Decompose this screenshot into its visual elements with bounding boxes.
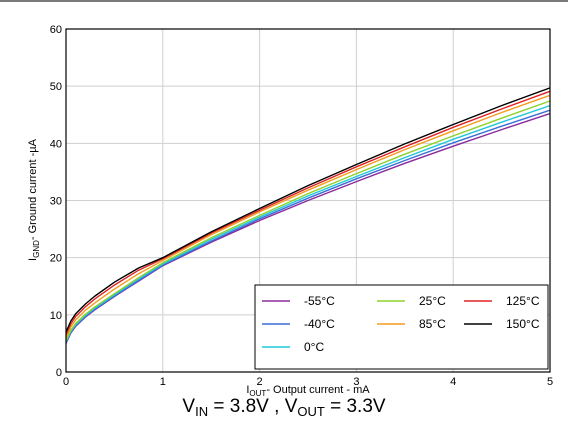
x-tick-label: 4 bbox=[450, 376, 456, 388]
series-line bbox=[65, 90, 551, 336]
y-tick-label: 30 bbox=[50, 196, 62, 208]
legend-label: 150°C bbox=[506, 317, 540, 331]
x-tick-label: 2 bbox=[257, 376, 263, 388]
y-tick-label: 0 bbox=[56, 367, 62, 379]
legend-label: 125°C bbox=[506, 294, 540, 308]
x-tick-label: 0 bbox=[63, 376, 69, 388]
x-tick-label: 1 bbox=[160, 376, 166, 388]
series-line bbox=[65, 94, 551, 338]
x-tick-labels: 0 1 2 3 4 5 bbox=[63, 376, 553, 388]
y-tick-label: 60 bbox=[50, 24, 62, 36]
series-line bbox=[65, 104, 551, 342]
x-axis-title: IOUT- Output current - mA bbox=[246, 384, 370, 398]
ground-current-chart: 0 1 2 3 4 5 0 10 20 30 40 50 60 IOUT- Output curren… bbox=[27, 24, 553, 398]
y-tick-label: 10 bbox=[50, 310, 62, 322]
y-tick-label: 20 bbox=[50, 253, 62, 265]
legend-label: 25°C bbox=[419, 294, 446, 308]
legend-label: 85°C bbox=[419, 317, 446, 331]
x-tick-label: 5 bbox=[547, 376, 553, 388]
series-line bbox=[65, 100, 551, 341]
y-tick-label: 50 bbox=[50, 81, 62, 93]
series-line bbox=[65, 109, 551, 344]
series-line bbox=[65, 87, 551, 333]
legend-box bbox=[254, 284, 549, 370]
y-axis-title: IGND- Ground current -µA bbox=[27, 138, 41, 261]
top-rule bbox=[0, 0, 568, 2]
legend: -55°C -40°C 0°C 25°C 85°C 125°C 150°C bbox=[254, 284, 549, 370]
series-lines bbox=[65, 87, 551, 344]
legend-label: 0°C bbox=[304, 340, 324, 354]
test-conditions-caption: VIN = 3.8V , VOUT = 3.3V bbox=[182, 396, 386, 419]
y-tick-label: 40 bbox=[50, 138, 62, 150]
legend-label: -40°C bbox=[304, 317, 335, 331]
y-tick-labels: 0 10 20 30 40 50 60 bbox=[50, 24, 62, 379]
plot-frame bbox=[65, 28, 551, 373]
legend-label: -55°C bbox=[304, 294, 335, 308]
x-tick-label: 3 bbox=[353, 376, 359, 388]
